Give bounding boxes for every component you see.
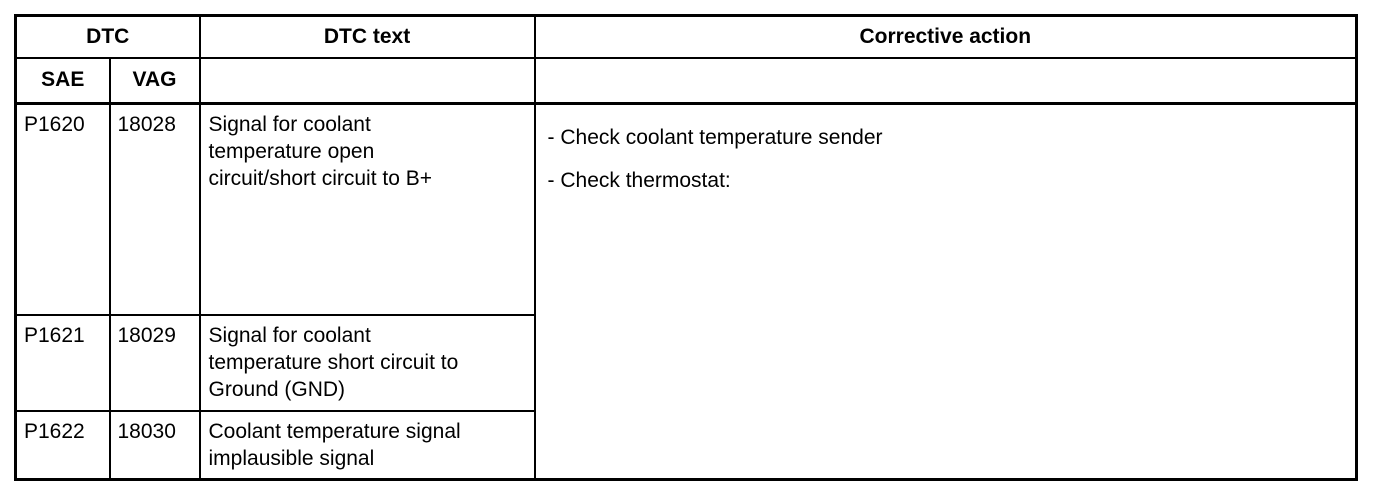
- sae-code-cell: P1620: [14, 102, 111, 316]
- subheader-corrective-empty: [533, 56, 1358, 105]
- table-row: P1620 18028 Signal for coolant temperatu…: [14, 102, 1358, 480]
- table-row: P1622 18030 Coolant temperature signal i…: [14, 409, 1357, 480]
- vag-code-cell: 18028: [108, 102, 201, 316]
- column-header-dtc: DTC: [14, 14, 201, 59]
- corrective-action-item: - Check coolant temperature sender: [547, 126, 883, 149]
- column-header-dtc-text: DTC text: [198, 14, 536, 59]
- corrective-action-cell: - Check coolant temperature sender - Che…: [533, 102, 1358, 480]
- vag-code-cell: 18029: [108, 313, 201, 412]
- vag-code-cell: 18030: [108, 409, 201, 480]
- table-subheader-row: SAE VAG: [14, 56, 1358, 105]
- dtc-text-cell: Coolant temperature signal implausible s…: [198, 409, 536, 480]
- sae-code-cell: P1621: [14, 313, 111, 412]
- dtc-text-cell: Signal for coolant temperature short cir…: [198, 313, 536, 412]
- sae-code-cell: P1622: [14, 409, 111, 480]
- subheader-sae: SAE: [14, 56, 111, 105]
- table-row: P1621 18029 Signal for coolant temperatu…: [14, 313, 1357, 412]
- dtc-text-cell: Signal for coolant temperature open circ…: [198, 102, 536, 316]
- table-header-row: DTC DTC text Corrective action: [14, 14, 1358, 59]
- subheader-vag: VAG: [108, 56, 201, 105]
- dtc-fault-table: DTC DTC text Corrective action SAE VAG P…: [14, 14, 1359, 481]
- corrective-action-item: - Check thermostat:: [547, 169, 731, 192]
- column-header-corrective-action: Corrective action: [533, 14, 1358, 59]
- subheader-dtc-text-empty: [198, 56, 536, 105]
